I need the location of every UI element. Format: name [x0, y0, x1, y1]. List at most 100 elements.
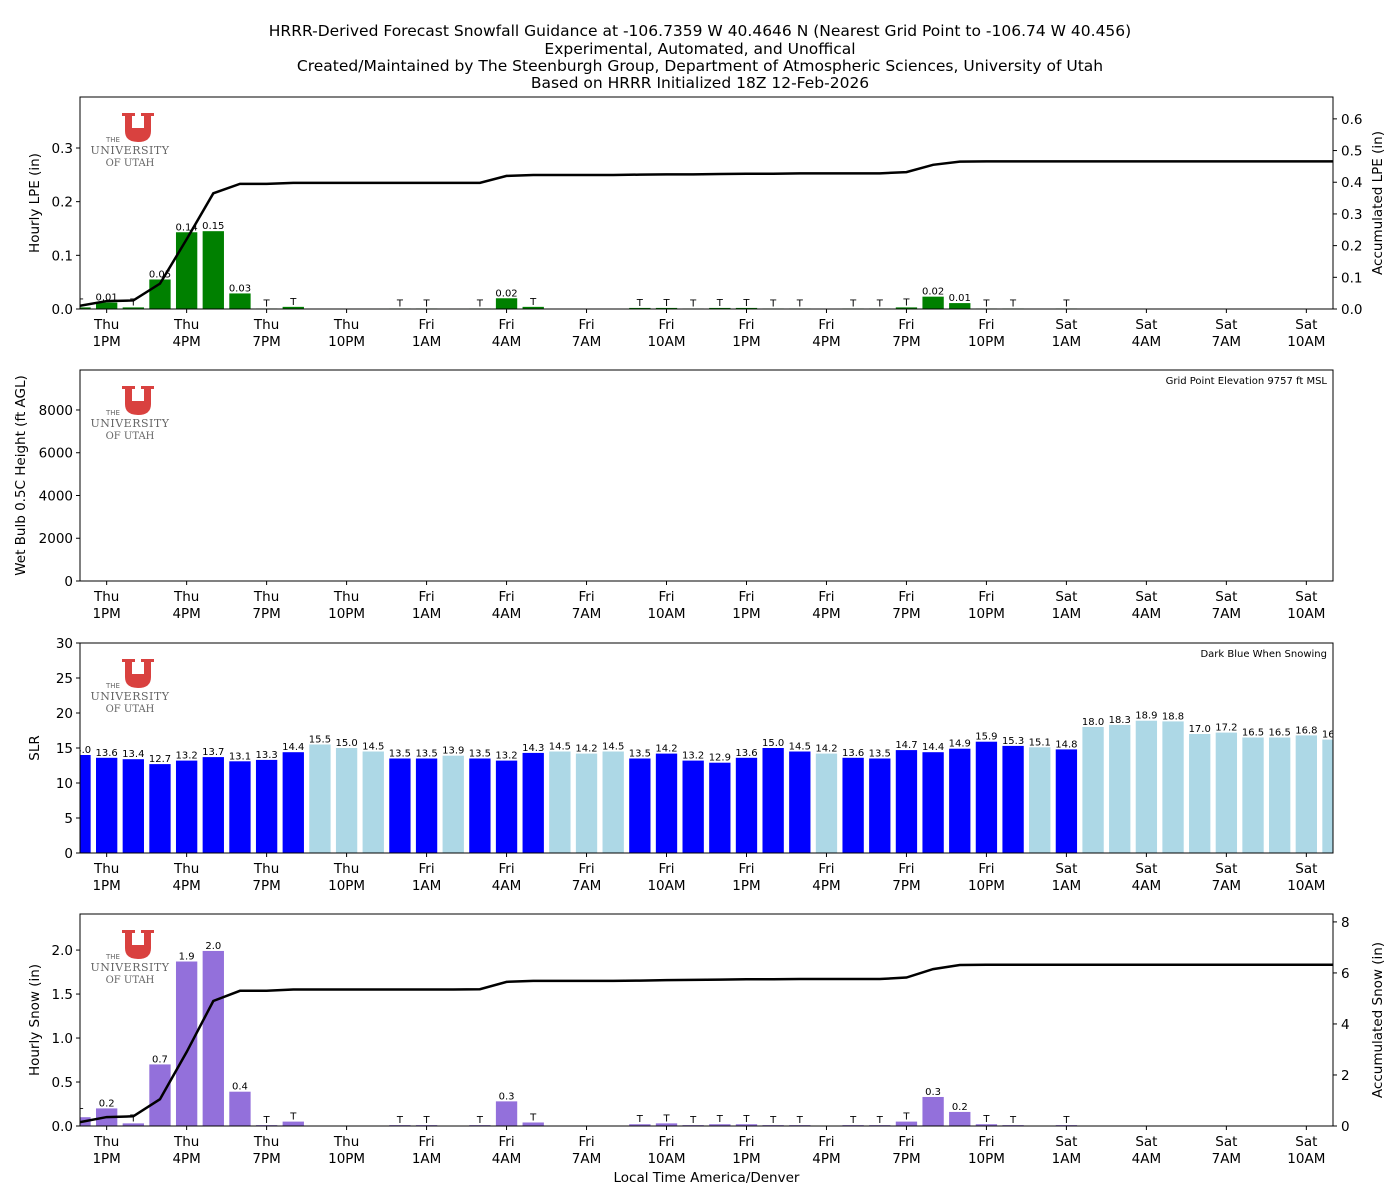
bar	[895, 1121, 918, 1126]
bar-label: 13.6	[842, 748, 864, 759]
x-tick-hour: 4PM	[812, 1151, 840, 1167]
x-tick-hour: 7AM	[572, 606, 601, 622]
bar-label: T	[529, 1112, 537, 1123]
x-tick-day: Sat	[1135, 317, 1157, 333]
bar-label: T	[1009, 1115, 1017, 1126]
logo-text-of-utah: OF UTAH	[106, 704, 155, 715]
bar-label: 14.4	[922, 742, 944, 753]
x-tick-day: Thu	[333, 317, 359, 333]
bar	[709, 1124, 731, 1126]
x-tick-hour: 7AM	[1212, 878, 1241, 894]
x-tick-day: Fri	[499, 861, 515, 877]
bar	[522, 752, 544, 853]
bar	[229, 293, 251, 309]
bar-label: 0.2	[952, 1102, 968, 1113]
bar-label: 13.3	[255, 750, 277, 761]
x-tick-hour: 4PM	[172, 334, 200, 350]
x-tick-hour: 10AM	[647, 334, 685, 350]
x-tick-day: Thu	[173, 861, 199, 877]
x-tick-day: Thu	[253, 589, 279, 605]
x-tick-day: Thu	[173, 589, 199, 605]
bar-label: 0.02	[922, 287, 944, 298]
y-tick-label: 15	[56, 741, 73, 757]
x-tick-day: Sat	[1055, 861, 1077, 877]
bar	[255, 759, 278, 853]
bar	[629, 307, 651, 309]
x-tick-hour: 7PM	[892, 334, 920, 350]
x-tick-hour: 4AM	[492, 606, 521, 622]
right-y-tick-label: 2	[1341, 1068, 1350, 1084]
title-line-3: Created/Maintained by The Steenburgh Gro…	[296, 57, 1104, 75]
x-tick-day: Thu	[173, 1134, 199, 1150]
y-tick-label: 30	[56, 636, 73, 652]
x-tick-day: Fri	[578, 589, 594, 605]
x-tick-day: Fri	[818, 589, 834, 605]
x-tick-day: Fri	[898, 861, 914, 877]
bar-label: T	[742, 1114, 750, 1125]
bar-label: 14.2	[815, 744, 837, 755]
bar	[122, 1123, 144, 1126]
y-tick-label: 0.0	[52, 1119, 73, 1135]
x-tick-day: Fri	[419, 1134, 435, 1150]
x-tick-hour: 4AM	[492, 878, 521, 894]
bar-label: T	[662, 298, 670, 309]
bar	[469, 758, 491, 853]
bar-label: T	[423, 1115, 431, 1126]
bar	[1135, 720, 1158, 853]
bar-label: 14.8	[1055, 739, 1077, 750]
bar-label: T	[849, 1115, 857, 1126]
bar-label: T	[689, 1115, 697, 1126]
bar	[80, 307, 91, 309]
y-tick-label: 1.0	[52, 1031, 73, 1047]
bar-label: 13.2	[682, 751, 704, 762]
x-tick-day: Fri	[978, 589, 994, 605]
bar-label: 0.02	[495, 288, 517, 299]
panel-annotation: Dark Blue When Snowing	[1200, 649, 1327, 660]
bar-label: T	[689, 298, 697, 309]
bar-label: T	[796, 1115, 804, 1126]
x-tick-day: Thu	[253, 861, 279, 877]
x-tick-day: Fri	[658, 861, 674, 877]
bar	[895, 750, 918, 853]
bar	[815, 753, 838, 853]
bar-label: T	[902, 297, 910, 308]
bar	[202, 231, 224, 309]
bar-label: 18.8	[1162, 711, 1184, 722]
bar	[949, 748, 971, 853]
bar-label: 15.1	[1029, 737, 1051, 748]
axes-frame	[79, 96, 1334, 310]
right-y-tick-label: 6	[1341, 966, 1350, 982]
y-axis-label: Hourly LPE (in)	[27, 153, 43, 253]
x-tick-hour: 7PM	[252, 334, 280, 350]
bar-label: T	[1062, 298, 1070, 309]
bar	[1082, 727, 1104, 853]
x-tick-hour: 7PM	[892, 606, 920, 622]
bar	[415, 758, 438, 853]
y-tick-label: 0	[64, 574, 73, 590]
x-tick-day: Fri	[499, 317, 515, 333]
bar-label: T	[662, 1113, 670, 1124]
x-tick-day: Fri	[578, 317, 594, 333]
bar	[895, 307, 918, 309]
bar-label: 18.3	[1109, 715, 1131, 726]
bar-label: T	[529, 297, 537, 308]
bar	[975, 1124, 998, 1126]
bar-label: 14.2	[575, 744, 597, 755]
bar-label: T	[76, 1107, 84, 1118]
bar	[549, 751, 571, 853]
bar-label: T	[796, 298, 804, 309]
bar	[335, 748, 358, 853]
bar-label: 13.5	[389, 749, 411, 760]
bar-label: T	[716, 1114, 724, 1125]
x-tick-hour: 7AM	[1212, 606, 1241, 622]
bar-label: T	[76, 297, 84, 308]
panel-annotation: Grid Point Elevation 9757 ft MSL	[1166, 376, 1328, 387]
logo-text-university: UNIVERSITY	[91, 690, 170, 703]
right-y-axis-label: Accumulated Snow (in)	[1370, 942, 1386, 1098]
x-tick-day: Sat	[1295, 589, 1317, 605]
bar	[735, 757, 758, 853]
